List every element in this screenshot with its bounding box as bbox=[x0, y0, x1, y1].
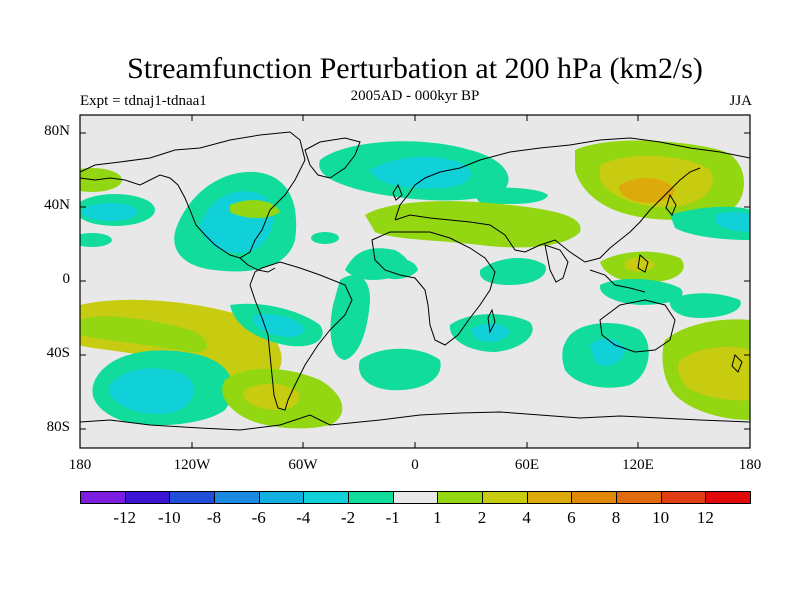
y-tick-label: 40N bbox=[44, 197, 70, 213]
colorbar-swatch bbox=[214, 491, 260, 504]
x-tick-label: 120W bbox=[173, 457, 211, 473]
x-tick-label: 180 bbox=[738, 457, 762, 473]
colorbar-swatch bbox=[258, 491, 305, 504]
colorbar-swatch bbox=[124, 491, 171, 504]
colorbar-tick-label: -1 bbox=[385, 508, 400, 527]
colorbar-tick-label: 4 bbox=[522, 508, 531, 527]
colorbar-tick-label: 8 bbox=[611, 508, 621, 527]
colorbar-tick-label: 1 bbox=[433, 508, 442, 527]
axis-ticks bbox=[80, 115, 750, 448]
x-tick-label: 60W bbox=[288, 457, 318, 473]
x-tick-label: 60E bbox=[514, 457, 540, 473]
colorbar-tick-label: -8 bbox=[206, 508, 222, 527]
colorbar-swatch bbox=[616, 491, 662, 504]
y-tick-label: 80N bbox=[44, 123, 70, 139]
colorbar-swatch bbox=[705, 491, 751, 504]
colorbar-swatch bbox=[571, 491, 617, 504]
y-tick-label: 80S bbox=[46, 419, 70, 435]
anomaly-fields bbox=[80, 140, 750, 429]
colorbar-swatch bbox=[80, 491, 126, 504]
chart-subtitle: 2005AD - 000kyr BP bbox=[350, 88, 480, 104]
colorbar-tick-label: -12 bbox=[113, 508, 136, 527]
experiment-label: Expt = tdnaj1-tdnaa1 bbox=[80, 93, 207, 109]
colorbar-swatch bbox=[526, 491, 573, 504]
colorbar-swatch bbox=[169, 491, 215, 504]
colorbar-tick-label: 12 bbox=[696, 508, 714, 527]
y-tick-label: 0 bbox=[62, 271, 71, 287]
chart-title: Streamfunction Perturbation at 200 hPa (… bbox=[127, 52, 703, 85]
season-label: JJA bbox=[729, 93, 752, 109]
colorbar-swatch bbox=[348, 491, 394, 504]
colorbar-tick-label: 2 bbox=[477, 508, 487, 527]
colorbar-tick-label: -10 bbox=[157, 508, 181, 527]
colorbar-tick-label: -4 bbox=[296, 508, 311, 527]
colorbar-swatch bbox=[482, 491, 528, 504]
x-tick-label: 0 bbox=[411, 457, 419, 473]
coastlines bbox=[80, 131, 750, 431]
colorbar-tick-label: -6 bbox=[251, 508, 266, 527]
y-tick-label: 40S bbox=[46, 345, 70, 361]
x-tick-label: 120E bbox=[622, 457, 654, 473]
x-tick-label: 180 bbox=[68, 457, 92, 473]
colorbar-swatch bbox=[303, 491, 349, 504]
colorbar-swatch bbox=[437, 491, 483, 504]
colorbar-swatch bbox=[660, 491, 707, 504]
colorbar-tick-label: -2 bbox=[340, 508, 356, 527]
colorbar-tick-label: 6 bbox=[567, 508, 576, 527]
colorbar-tick-label: 10 bbox=[652, 508, 670, 527]
colorbar-swatch bbox=[392, 491, 439, 504]
